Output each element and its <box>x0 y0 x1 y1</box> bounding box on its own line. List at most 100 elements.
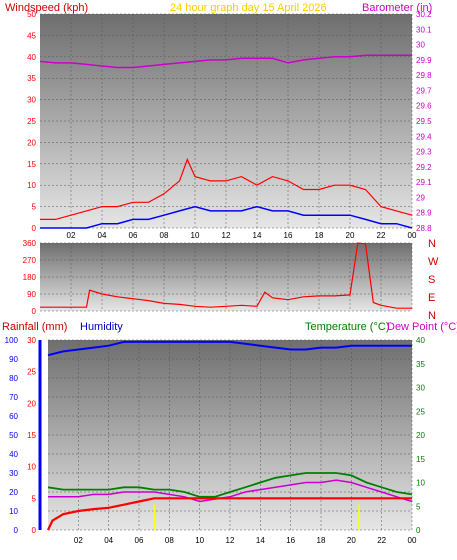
humidity-tick-label: 100 <box>5 336 19 345</box>
windspeed-tick-label: 20 <box>27 138 36 147</box>
direction-tick-labels: 0 90 180 270 360 <box>23 239 37 316</box>
windspeed-line <box>40 157 413 220</box>
humidity-tick-label: 40 <box>9 450 18 459</box>
rainfall-tick-label: 10 <box>27 463 36 472</box>
temperature-tick-label: 35 <box>416 360 425 369</box>
windspeed-tick-label: 5 <box>32 203 37 212</box>
time-tick-label: 22 <box>377 231 386 240</box>
time-tick-label: 02 <box>74 536 83 545</box>
time-tick-label: 00 <box>408 536 417 545</box>
time-tick-label: 04 <box>98 231 107 240</box>
barometer-tick-label: 29.1 <box>416 178 432 187</box>
direction-tick-label: 180 <box>23 273 37 282</box>
time-tick-label: 08 <box>160 231 169 240</box>
time-tick-label: 14 <box>256 536 265 545</box>
wind-panel-time-labels: 02 04 06 08 10 12 14 16 18 20 22 00 <box>67 231 417 240</box>
direction-tick-label: 90 <box>27 290 36 299</box>
temperature-tick-label: 20 <box>416 431 425 440</box>
time-tick-label: 14 <box>253 231 262 240</box>
direction-tick-label: 0 <box>32 307 37 316</box>
humidity-tick-label: 30 <box>9 469 18 478</box>
barometer-axis-label: Barometer (in) <box>362 2 432 14</box>
rain-rate-bars <box>153 504 360 530</box>
barometer-tick-label: 28.9 <box>416 209 432 218</box>
rainfall-tick-label: 30 <box>27 336 36 345</box>
temperature-axis-label: Temperature (°C) <box>305 321 389 333</box>
temperature-tick-label: 10 <box>416 479 425 488</box>
temperature-tick-label: 15 <box>416 455 425 464</box>
time-tick-label: 16 <box>286 536 295 545</box>
windspeed-tick-label: 10 <box>27 181 36 190</box>
compass-label: N <box>428 310 436 322</box>
rainfall-tick-label: 20 <box>27 399 36 408</box>
barometer-tick-label: 29.7 <box>416 86 432 95</box>
rainfall-tick-label: 0 <box>32 526 37 535</box>
time-tick-label: 10 <box>191 231 200 240</box>
direction-tick-label: 270 <box>23 256 37 265</box>
humidity-tick-label: 90 <box>9 355 18 364</box>
time-tick-label: 10 <box>195 536 204 545</box>
temperature-tick-label: 30 <box>416 384 425 393</box>
windspeed-tick-label: 45 <box>27 31 36 40</box>
time-tick-label: 00 <box>408 231 417 240</box>
rainfall-tick-labels: 0 5 10 15 20 25 30 <box>27 336 36 535</box>
barometer-tick-label: 29 <box>416 193 425 202</box>
humidity-tick-label: 10 <box>9 507 18 516</box>
temperature-tick-label: 0 <box>416 526 421 535</box>
wind-direction-line <box>40 242 412 309</box>
barometer-tick-label: 29.6 <box>416 102 432 111</box>
rainfall-line <box>47 497 412 531</box>
humidity-axis-label: Humidity <box>80 321 123 333</box>
humidity-line <box>47 340 412 357</box>
graph-title: 24 hour graph day 15 April 2026 <box>170 2 327 14</box>
rainfall-tick-label: 5 <box>32 494 37 503</box>
windspeed-tick-label: 0 <box>32 224 37 233</box>
dew-point-axis-label: Dew Point (°C) <box>387 321 457 333</box>
rainfall-tick-label: 15 <box>27 431 36 440</box>
time-tick-label: 22 <box>377 536 386 545</box>
time-tick-label: 20 <box>347 536 356 545</box>
time-tick-label: 18 <box>315 231 324 240</box>
time-tick-label: 16 <box>284 231 293 240</box>
windspeed-tick-label: 25 <box>27 117 36 126</box>
windspeed-tick-label: 15 <box>27 160 36 169</box>
windspeed-tick-label: 40 <box>27 53 36 62</box>
time-tick-label: 20 <box>346 231 355 240</box>
barometer-tick-label: 29.9 <box>416 56 432 65</box>
humidity-tick-label: 0 <box>14 526 19 535</box>
barometer-tick-label: 30.1 <box>416 25 432 34</box>
average-windspeed-line <box>40 205 413 229</box>
compass-label: N <box>428 238 436 250</box>
temperature-tick-label: 5 <box>416 502 421 511</box>
barometer-tick-labels: 28.8 28.9 29 29.1 29.2 29.3 29.4 29.5 29.6 29.7 29… <box>416 10 432 233</box>
dew-point-line <box>48 479 413 503</box>
time-tick-label: 18 <box>317 536 326 545</box>
windspeed-tick-label: 50 <box>27 10 36 19</box>
barometer-tick-label: 30 <box>416 41 425 50</box>
time-tick-label: 06 <box>135 536 144 545</box>
rainfall-axis-label: Rainfall (mm) <box>2 321 67 333</box>
temperature-tick-labels: 0 5 10 15 20 25 30 35 40 <box>416 336 425 535</box>
humidity-tick-label: 20 <box>9 488 18 497</box>
humidity-tick-label: 50 <box>9 431 18 440</box>
temperature-tick-label: 40 <box>416 336 425 345</box>
barometer-tick-label: 29.3 <box>416 148 432 157</box>
barometer-line <box>39 54 412 69</box>
windspeed-tick-labels: 0 5 10 15 20 25 30 35 40 45 50 <box>27 10 36 233</box>
barometer-tick-label: 28.8 <box>416 224 432 233</box>
time-tick-label: 02 <box>67 231 76 240</box>
time-tick-label: 06 <box>129 231 138 240</box>
compass-label: E <box>428 292 435 304</box>
windspeed-tick-label: 35 <box>27 74 36 83</box>
compass-label: S <box>428 274 435 286</box>
time-tick-label: 08 <box>165 536 174 545</box>
humidity-tick-labels: 0 10 20 30 40 50 60 70 80 90 100 <box>5 336 19 535</box>
barometer-tick-label: 29.4 <box>416 132 432 141</box>
climate-panel-time-labels: 02 04 06 08 10 12 14 16 18 20 22 00 <box>74 536 417 545</box>
windspeed-axis-label: Windspeed (kph) <box>5 2 88 14</box>
time-tick-label: 12 <box>222 231 231 240</box>
temperature-tick-label: 25 <box>416 407 425 416</box>
